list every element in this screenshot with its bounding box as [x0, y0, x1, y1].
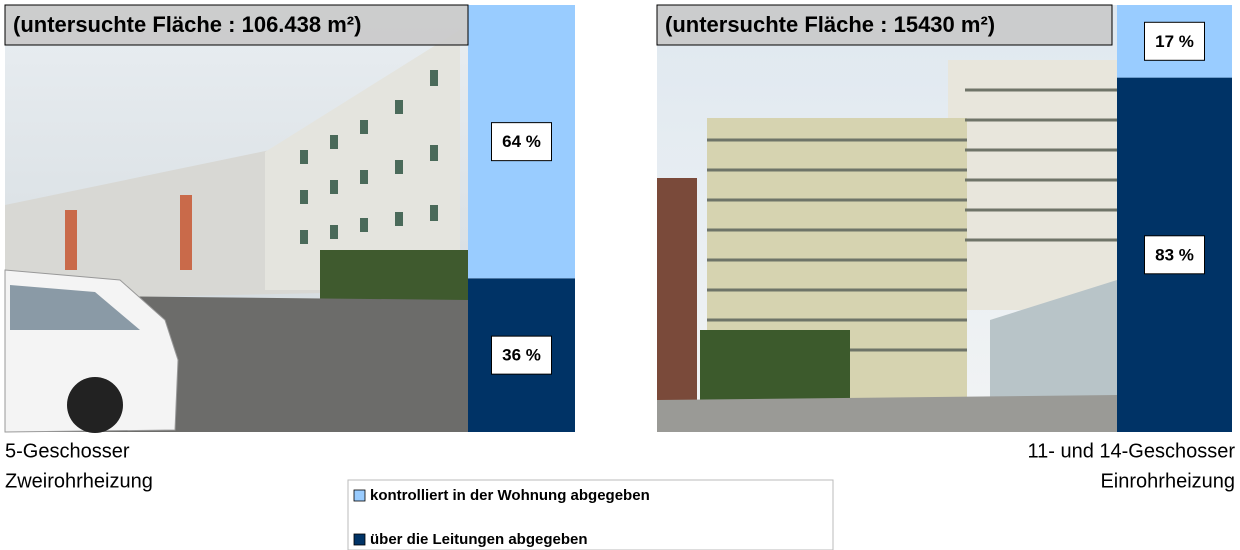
legend-swatch — [354, 490, 365, 501]
legend-swatch — [354, 534, 365, 545]
caption: Zweirohrheizung — [5, 470, 153, 492]
chart-title: (untersuchte Fläche : 15430 m²) — [665, 12, 995, 37]
caption: 11- und 14-Geschosser — [1027, 440, 1235, 462]
photo-right — [657, 5, 1117, 432]
chart-title: (untersuchte Fläche : 106.438 m²) — [13, 12, 361, 37]
chart: 36 % 64 % (untersuchte Fläche : 106.438 m²… — [0, 0, 1240, 550]
legend-label: über die Leitungen abgegeben — [370, 531, 588, 548]
value-label: 17 % — [1155, 32, 1194, 51]
value-label: 83 % — [1155, 245, 1194, 264]
caption: 5-Geschosser — [5, 440, 130, 462]
value-label: 36 % — [502, 346, 541, 365]
caption: Einrohrheizung — [1100, 470, 1235, 492]
value-label: 64 % — [502, 132, 541, 151]
page: 36 % 64 % (untersuchte Fläche : 106.438 m²… — [0, 0, 1240, 550]
photo-left — [5, 5, 468, 433]
legend-label: kontrolliert in der Wohnung abgegeben — [370, 487, 650, 504]
